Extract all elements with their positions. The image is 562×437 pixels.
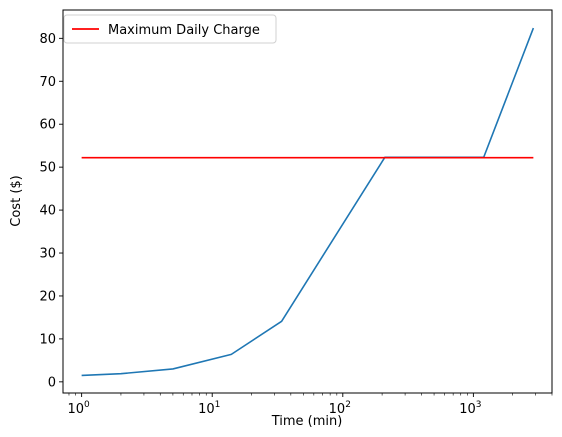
y-tick-label: 70 [39, 75, 56, 90]
y-tick-label: 50 [39, 161, 56, 176]
x-tick-label: 100 [67, 400, 90, 417]
series-layer [81, 27, 535, 377]
y-tick-label: 10 [39, 332, 56, 347]
y-tick-label: 80 [39, 32, 56, 47]
legend: Maximum Daily Charge [63, 14, 277, 44]
y-axis-ticks: 0 10 20 30 40 50 60 70 80 [39, 32, 63, 390]
x-axis-ticks: 100 101 102 103 [67, 393, 553, 417]
x-axis-label: Time (min) [271, 414, 343, 429]
y-tick-label: 60 [39, 118, 56, 133]
plot-frame [62, 9, 553, 394]
x-tick-label: 101 [198, 400, 220, 417]
plot-area [62, 9, 553, 394]
series-line-cost [81, 27, 535, 377]
y-tick-label: 0 [48, 375, 56, 390]
legend-label-maximum-daily-charge: Maximum Daily Charge [108, 23, 260, 38]
y-tick-label: 30 [39, 247, 56, 262]
x-tick-label: 103 [459, 400, 481, 417]
y-axis-label: Cost ($) [9, 175, 24, 226]
x-tick-label: 102 [329, 400, 351, 417]
y-tick-label: 20 [39, 289, 56, 304]
y-tick-label: 40 [39, 204, 56, 219]
legend-box [63, 14, 277, 44]
